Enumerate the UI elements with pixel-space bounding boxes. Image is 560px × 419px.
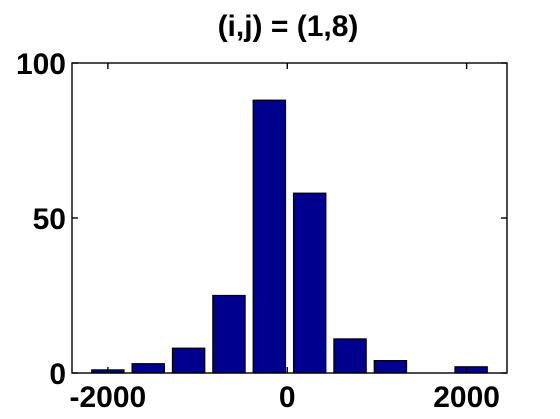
plot-frame	[71, 62, 508, 374]
ticks-group	[72, 62, 507, 374]
y-tick-label-1: 50	[33, 203, 66, 236]
chart-title: (i,j) = (1,8)	[218, 10, 359, 43]
y-tick-label-2: 100	[16, 48, 66, 81]
bar-3	[212, 294, 246, 374]
bar-7	[373, 360, 408, 374]
bar-2	[171, 347, 206, 374]
bar-6	[333, 338, 367, 374]
bars-group	[91, 99, 488, 374]
x-tick-label-2: 2000	[433, 381, 500, 414]
bar-1	[131, 363, 165, 374]
bar-5	[292, 192, 327, 374]
bar-9	[454, 366, 488, 374]
x-tick-label-0: -2000	[70, 381, 147, 414]
bar-4	[252, 99, 287, 374]
x-tick-label-1: 0	[279, 381, 296, 414]
y-tick-label-0: 0	[49, 358, 66, 391]
